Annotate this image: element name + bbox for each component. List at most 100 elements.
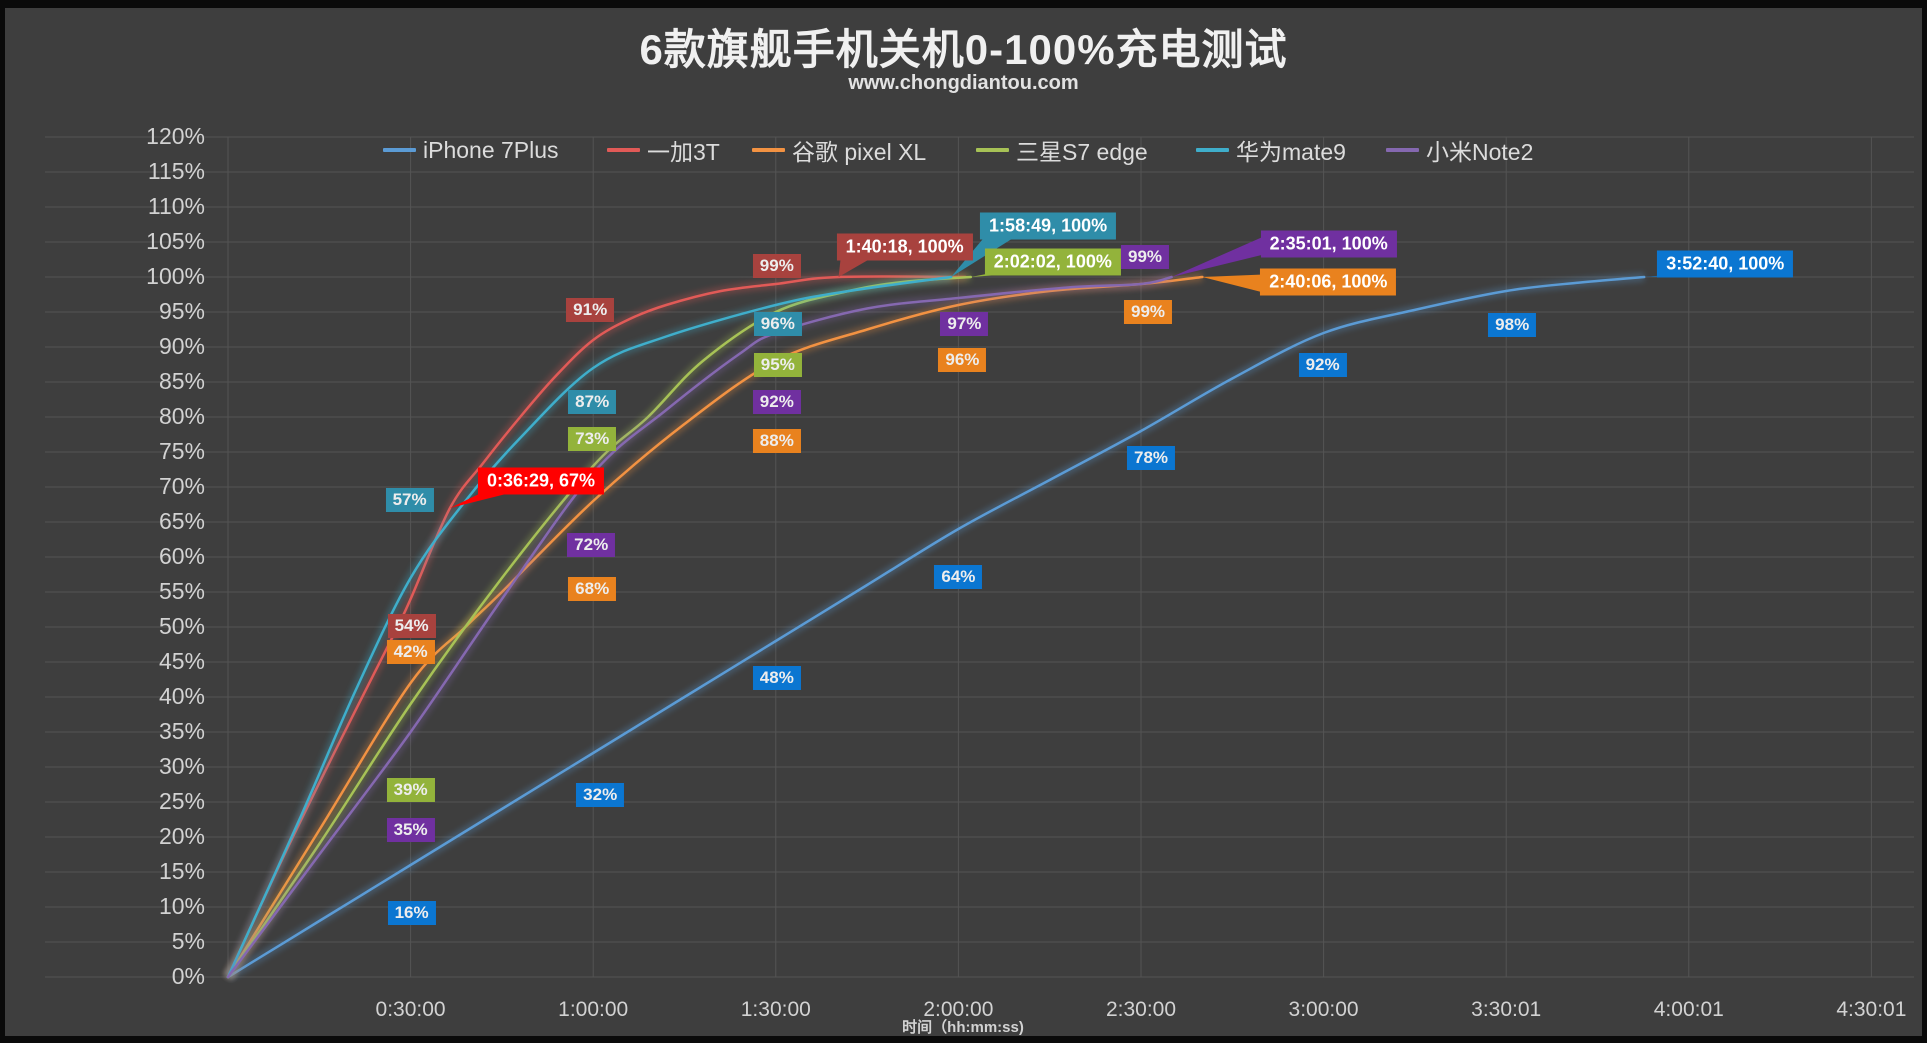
y-tick-label: 65% bbox=[158, 508, 205, 534]
data-label-三星S7 edge: 73% bbox=[568, 427, 617, 451]
data-label-小米Note2: 97% bbox=[940, 312, 989, 336]
data-label-谷歌 pixel XL: 68% bbox=[568, 577, 617, 601]
data-label-一加3T: 91% bbox=[566, 298, 615, 322]
callout-tail bbox=[1202, 274, 1264, 293]
data-label-华为mate9: 96% bbox=[753, 312, 802, 336]
x-axis-title: 时间（hh:mm:ss) bbox=[902, 1019, 1024, 1036]
series-line-一加3T bbox=[226, 275, 967, 979]
callout-label-一加3T: 0:36:29, 67% bbox=[477, 467, 605, 495]
legend-dash-icon bbox=[1386, 148, 1419, 152]
y-tick-label: 105% bbox=[146, 228, 205, 254]
y-tick-label: 85% bbox=[158, 368, 205, 394]
callout-label-小米Note2: 2:35:01, 100% bbox=[1260, 230, 1397, 258]
x-tick-label: 2:00:00 bbox=[923, 998, 994, 1021]
data-label-小米Note2: 99% bbox=[1120, 245, 1170, 269]
legend-item-小米Note2: 小米Note2 bbox=[1386, 137, 1533, 165]
x-tick-label: 1:00:00 bbox=[558, 998, 629, 1021]
legend-label: 小米Note2 bbox=[1426, 139, 1534, 165]
data-label-一加3T: 54% bbox=[387, 614, 436, 638]
callout-label-一加3T: 1:40:18, 100% bbox=[836, 233, 973, 261]
series-line-小米Note2 bbox=[226, 275, 1173, 979]
x-tick-label: 1:30:00 bbox=[740, 998, 811, 1021]
y-tick-label: 20% bbox=[158, 823, 205, 849]
data-label-iPhone 7Plus: 48% bbox=[752, 666, 801, 690]
data-label-iPhone 7Plus: 16% bbox=[387, 901, 436, 925]
data-label-华为mate9: 57% bbox=[385, 488, 434, 512]
x-tick-label: 3:30:01 bbox=[1471, 998, 1542, 1021]
legend-item-三星S7 edge: 三星S7 edge bbox=[976, 137, 1148, 165]
legend-dash-icon bbox=[976, 148, 1009, 152]
legend-item-iPhone 7Plus: iPhone 7Plus bbox=[383, 137, 559, 163]
callout-label-谷歌 pixel XL: 2:40:06, 100% bbox=[1260, 268, 1397, 296]
x-tick-label: 2:30:00 bbox=[1105, 998, 1177, 1021]
data-label-iPhone 7Plus: 32% bbox=[576, 783, 625, 807]
y-tick-label: 15% bbox=[158, 858, 205, 884]
series-line-华为mate9 bbox=[226, 275, 953, 979]
y-tick-label: 55% bbox=[158, 578, 205, 604]
legend-item-一加3T: 一加3T bbox=[607, 137, 720, 165]
y-tick-label: 0% bbox=[171, 963, 205, 989]
data-label-谷歌 pixel XL: 88% bbox=[752, 429, 801, 453]
data-label-小米Note2: 35% bbox=[386, 818, 435, 842]
legend-dash-icon bbox=[383, 148, 416, 152]
y-tick-label: 25% bbox=[158, 788, 205, 814]
data-label-谷歌 pixel XL: 42% bbox=[386, 640, 435, 664]
data-label-一加3T: 99% bbox=[752, 254, 801, 278]
legend-item-谷歌 pixel XL: 谷歌 pixel XL bbox=[752, 137, 926, 165]
data-label-iPhone 7Plus: 78% bbox=[1126, 446, 1176, 470]
x-tick-label: 4:00:01 bbox=[1653, 998, 1724, 1021]
series-line-iPhone 7Plus bbox=[226, 275, 1646, 979]
legend-label: 一加3T bbox=[647, 139, 720, 165]
data-label-谷歌 pixel XL: 99% bbox=[1123, 300, 1173, 324]
y-tick-label: 5% bbox=[171, 928, 205, 954]
data-label-华为mate9: 87% bbox=[568, 390, 617, 414]
y-tick-label: 95% bbox=[158, 298, 205, 324]
callout-tail bbox=[838, 258, 871, 277]
x-tick-label: 4:30:01 bbox=[1836, 998, 1907, 1021]
y-tick-label: 100% bbox=[146, 263, 205, 289]
y-tick-label: 50% bbox=[158, 613, 205, 639]
data-label-iPhone 7Plus: 64% bbox=[934, 565, 983, 589]
data-label-三星S7 edge: 95% bbox=[753, 353, 802, 377]
y-tick-label: 90% bbox=[158, 333, 205, 359]
legend-dash-icon bbox=[607, 148, 640, 152]
y-tick-label: 40% bbox=[158, 683, 205, 709]
legend-dash-icon bbox=[1196, 148, 1229, 152]
frame-border-right bbox=[1922, 0, 1927, 1043]
data-label-iPhone 7Plus: 98% bbox=[1488, 313, 1537, 337]
chart-title: 6款旗舰手机关机0-100%充电测试 bbox=[639, 26, 1288, 73]
data-label-iPhone 7Plus: 92% bbox=[1298, 353, 1347, 377]
x-tick-label: 0:30:00 bbox=[375, 998, 446, 1021]
data-label-谷歌 pixel XL: 96% bbox=[938, 348, 987, 372]
frame-border-top bbox=[0, 0, 1927, 8]
data-label-小米Note2: 92% bbox=[752, 390, 801, 414]
frame-border-bottom bbox=[0, 1036, 1927, 1043]
y-tick-label: 115% bbox=[147, 158, 205, 184]
frame-border-left bbox=[0, 0, 5, 1043]
x-tick-label: 3:00:00 bbox=[1288, 998, 1359, 1021]
data-label-小米Note2: 72% bbox=[567, 533, 616, 557]
y-tick-label: 30% bbox=[158, 753, 205, 779]
callout-label-iPhone 7Plus: 3:52:40, 100% bbox=[1657, 250, 1794, 278]
y-tick-label: 45% bbox=[158, 648, 205, 674]
y-tick-label: 10% bbox=[158, 893, 205, 919]
callout-tail bbox=[1171, 236, 1264, 277]
y-tick-label: 75% bbox=[158, 438, 205, 464]
callout-tail bbox=[951, 237, 1015, 277]
legend-label: 三星S7 edge bbox=[1016, 139, 1148, 165]
callout-label-三星S7 edge: 2:02:02, 100% bbox=[984, 248, 1121, 276]
y-tick-label: 35% bbox=[158, 718, 205, 744]
legend-item-华为mate9: 华为mate9 bbox=[1196, 137, 1346, 165]
legend-label: 华为mate9 bbox=[1236, 139, 1346, 165]
callout-tail bbox=[450, 492, 513, 508]
chart-subtitle: www.chongdiantou.com bbox=[848, 72, 1079, 94]
y-tick-label: 110% bbox=[147, 193, 205, 219]
y-tick-label: 80% bbox=[158, 403, 205, 429]
data-label-三星S7 edge: 39% bbox=[386, 778, 435, 802]
y-tick-label: 120% bbox=[146, 123, 205, 149]
legend-dash-icon bbox=[752, 148, 785, 152]
